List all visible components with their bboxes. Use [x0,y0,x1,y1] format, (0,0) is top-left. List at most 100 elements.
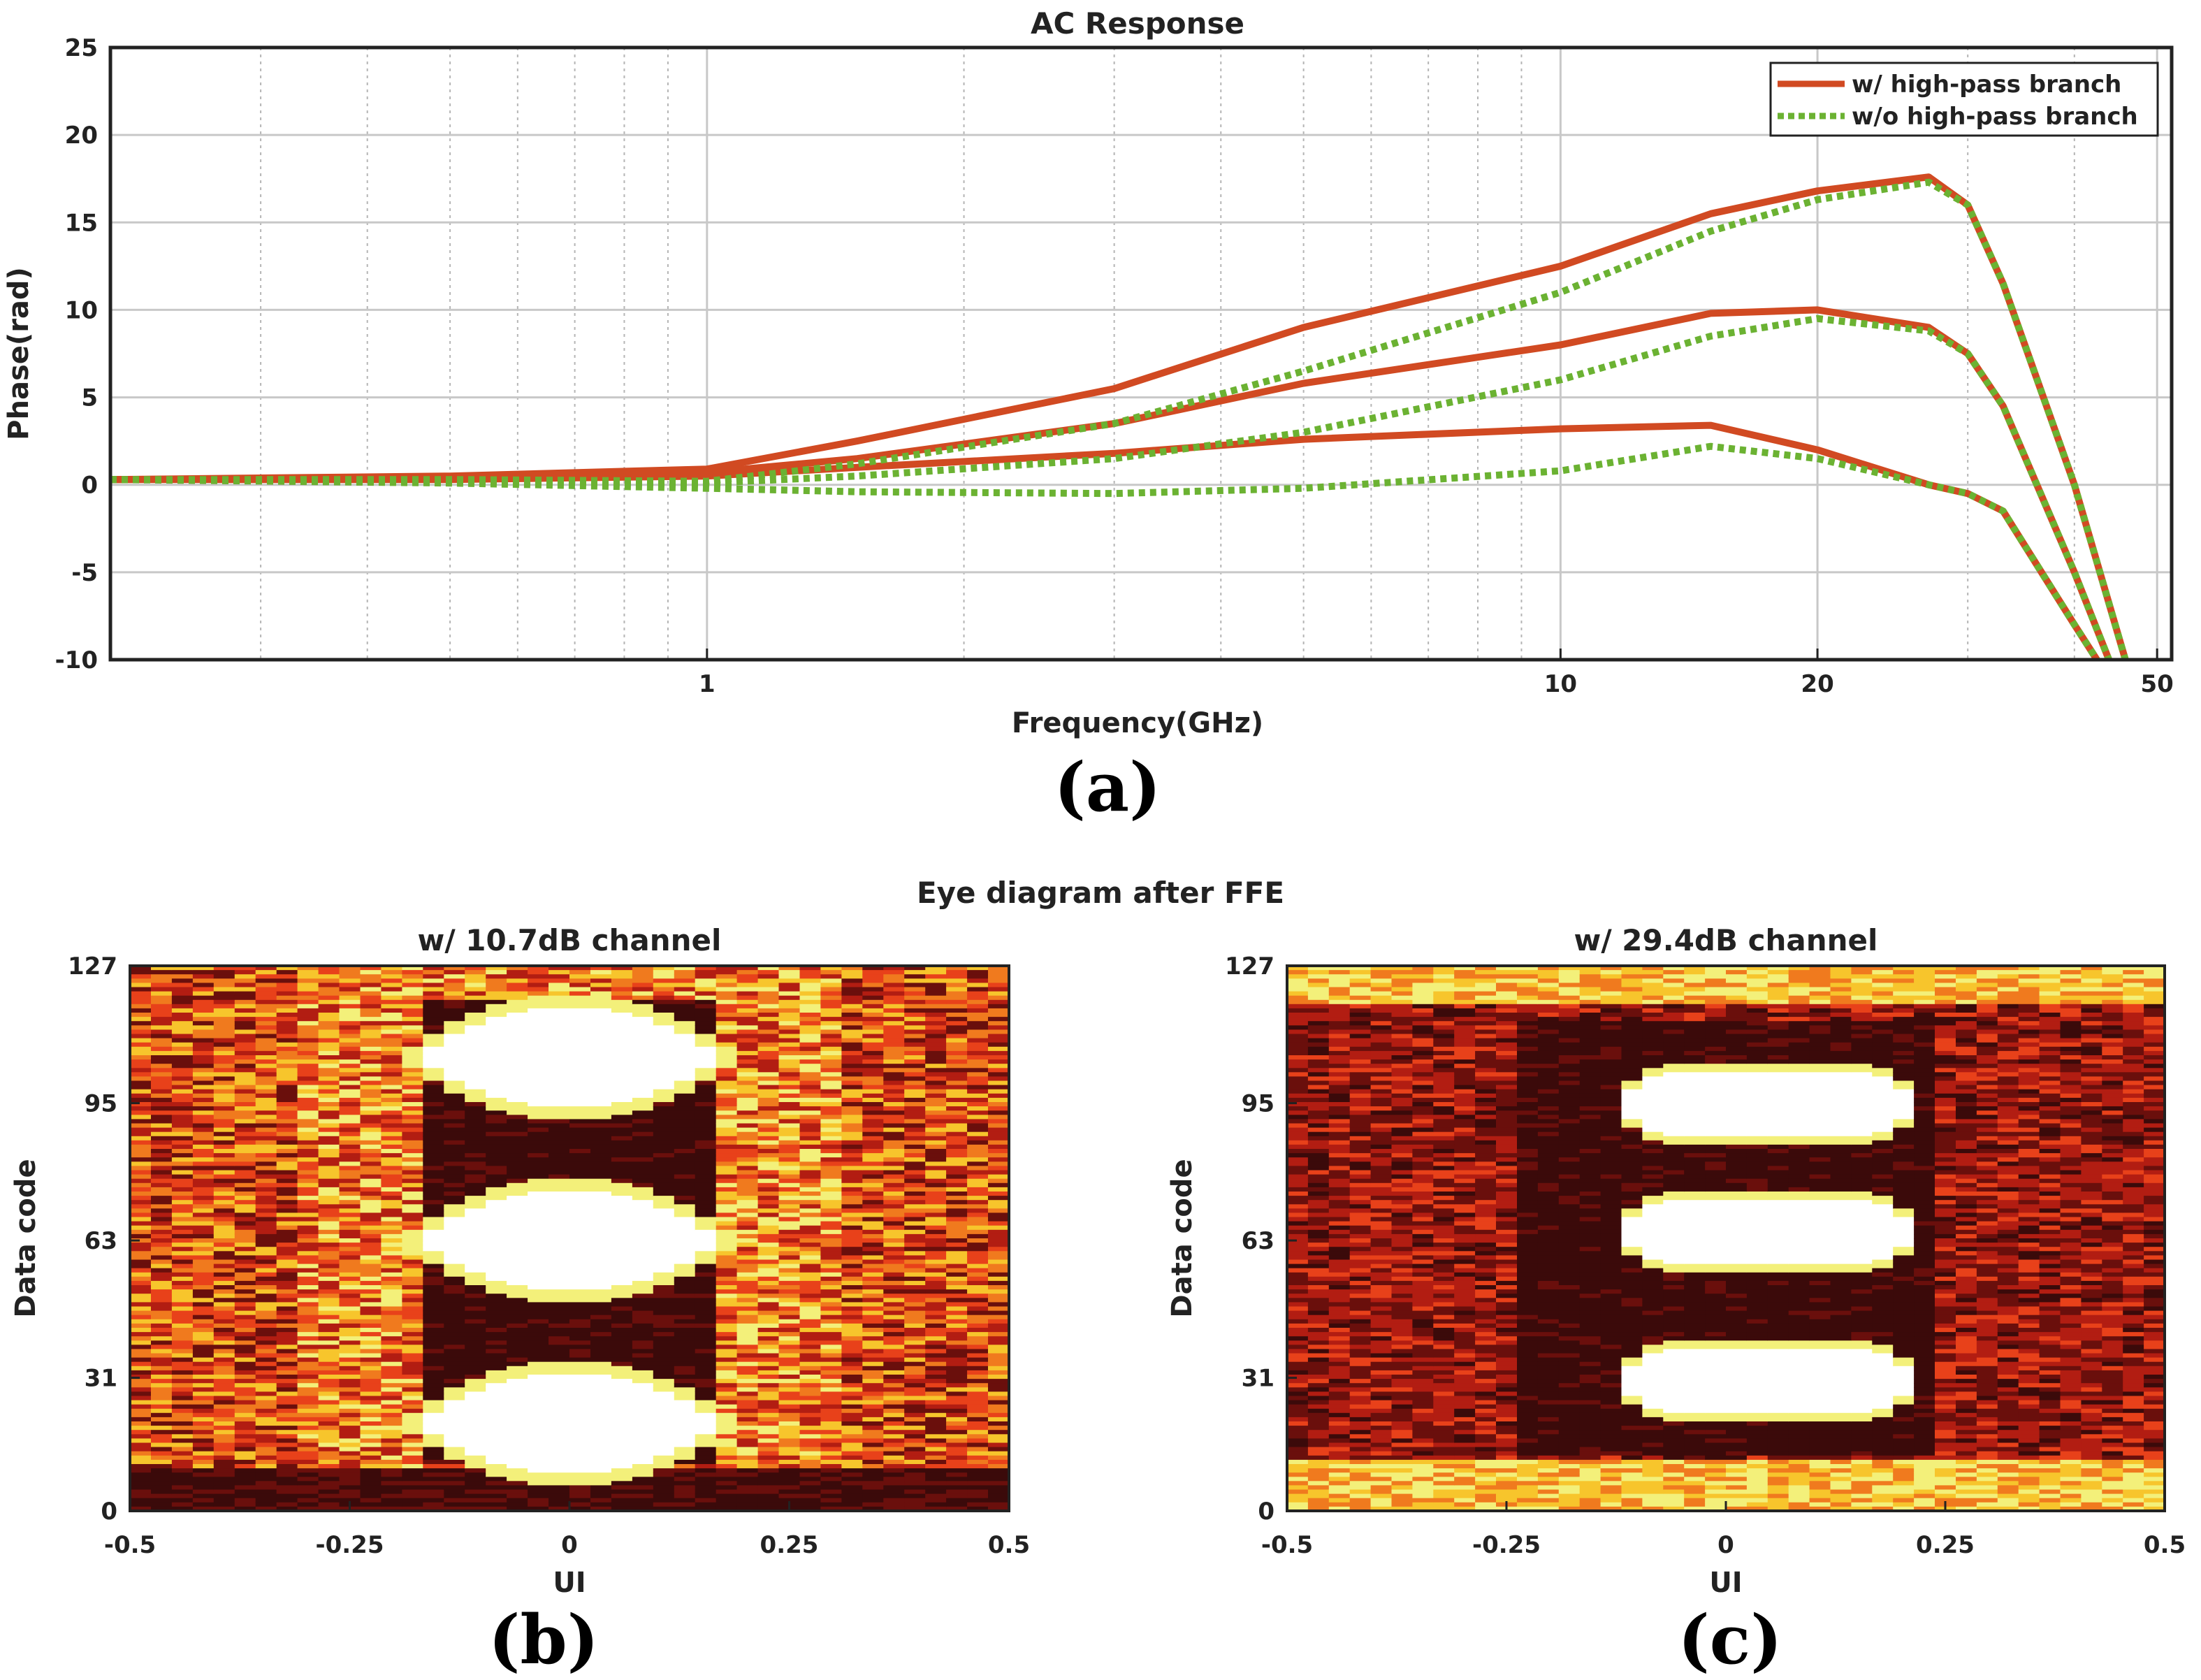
heatmap-cell [171,1225,194,1231]
heatmap-cell [862,1140,884,1145]
heatmap-cell [862,1430,884,1435]
heatmap-cell [130,1302,152,1308]
heatmap-cell [213,1204,235,1209]
heatmap-cell [695,1229,717,1235]
heatmap-cell [297,966,319,971]
heatmap-cell [444,1110,465,1115]
heatmap-cell [820,1349,842,1354]
heatmap-cell [444,1115,465,1120]
heatmap-cell [569,1498,591,1503]
heatmap-cell [276,1013,298,1018]
heatmap-cell [423,1192,444,1196]
heatmap-cell [276,1034,298,1039]
heatmap-cell [778,1110,801,1115]
heatmap-cell [130,1345,152,1349]
heatmap-cell [234,1396,256,1401]
heatmap-cell [360,1361,382,1367]
heatmap-cell [444,1166,465,1171]
heatmap-cell [297,1319,319,1324]
heatmap-cell [632,1127,654,1133]
heatmap-cell [339,1149,361,1154]
heatmap-cell [423,1136,444,1141]
heatmap-cell [569,1336,591,1341]
heatmap-cell [590,1404,612,1410]
heatmap-cell [151,1153,173,1158]
heatmap-cell [528,1294,549,1298]
heatmap-cell [213,1310,235,1316]
heatmap-cell [925,1127,947,1133]
heatmap-cell [883,1357,905,1363]
heatmap-cell [904,1294,926,1298]
heatmap-cell [255,1280,277,1286]
heatmap-cell [715,1310,738,1316]
heatmap-cell [360,1438,382,1444]
heatmap-cell [925,1050,947,1056]
heatmap-cell [569,1008,591,1013]
heatmap-cell [213,1102,235,1107]
heatmap-cell [925,1157,947,1162]
heatmap-cell [904,1136,926,1141]
heatmap-cell [360,1149,382,1154]
heatmap-cell [297,1131,319,1137]
heatmap-cell [423,1302,444,1308]
heatmap-cell [674,1034,696,1039]
heatmap-cell [715,1498,738,1503]
heatmap-cell [715,1025,738,1030]
heatmap-cell [465,1375,486,1380]
heatmap-cell [799,1144,822,1150]
heatmap-cell [674,1387,696,1392]
heatmap-cell [360,1498,382,1503]
heatmap-cell [234,1102,256,1107]
heatmap-cell [569,1106,591,1111]
heatmap-cell [883,1085,905,1090]
heatmap-cell [151,1340,173,1345]
heatmap-cell [757,1302,780,1308]
y-tick-label: 25 [65,34,98,62]
heatmap-cell [904,1004,926,1009]
heatmap-cell [590,1302,612,1308]
heatmap-cell [549,1034,570,1039]
heatmap-cell [653,1315,675,1320]
heatmap-cell [653,1013,675,1018]
heatmap-cell [549,995,570,1001]
heatmap-cell [276,1345,298,1349]
heatmap-cell [549,1247,570,1252]
heatmap-cell [171,1196,194,1201]
heatmap-cell [360,1323,382,1328]
heatmap-cell [486,1506,507,1512]
heatmap-cell [444,1034,465,1039]
heatmap-cell [255,983,277,988]
heatmap-cell [423,1004,444,1009]
heatmap-cell [360,1468,382,1473]
heatmap-cell [632,1192,654,1196]
chart-a-grid [110,46,2172,661]
heatmap-cell [611,1042,633,1048]
heatmap-cell [715,1204,738,1209]
heatmap-cell [151,1008,173,1013]
heatmap-cell [736,1059,759,1064]
heatmap-cell [255,1289,277,1294]
heatmap-cell [695,1050,717,1056]
heatmap-cell [507,1238,528,1243]
heatmap-cell [569,1123,591,1129]
heatmap-cell [507,1310,528,1316]
heatmap-cell [360,1447,382,1452]
heatmap-cell [213,1131,235,1137]
heatmap-cell [213,1442,235,1448]
heatmap-cell [590,1332,612,1337]
heatmap-cell [632,1021,654,1026]
heatmap-cell [486,1166,507,1171]
heatmap-cell [151,1115,173,1120]
heatmap-cell [715,999,738,1005]
heatmap-cell [569,1383,591,1388]
heatmap-cell [276,1153,298,1158]
heatmap-cell [653,1200,675,1205]
heatmap-cell [360,1115,382,1120]
heatmap-cell [507,1085,528,1090]
heatmap-cell [925,1153,947,1158]
heatmap-cell [276,1055,298,1060]
heatmap-cell [883,1247,905,1252]
heatmap-cell [318,1157,340,1162]
heatmap-cell [486,1294,507,1298]
heatmap-cell [799,1447,822,1452]
